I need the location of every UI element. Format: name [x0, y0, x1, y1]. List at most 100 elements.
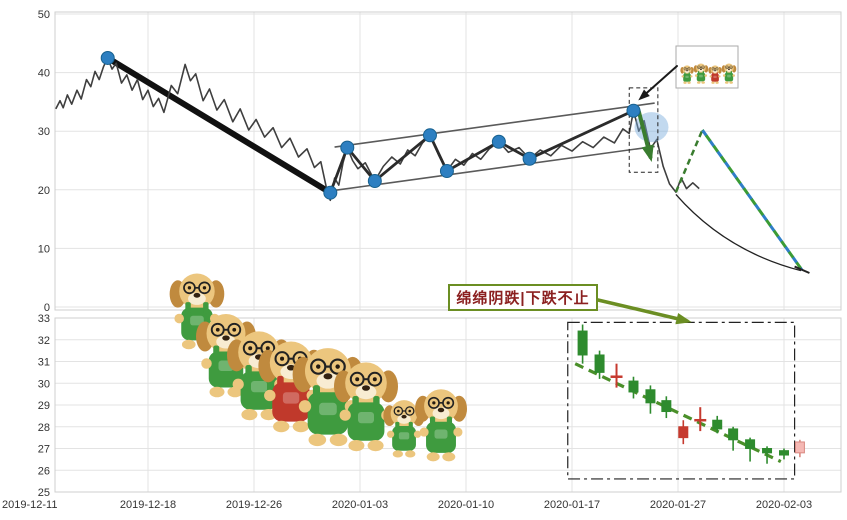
chart-graphic — [699, 74, 703, 78]
chart-graphic — [442, 396, 455, 409]
chart-graphic — [209, 386, 225, 398]
chart-graphic — [432, 401, 436, 405]
chart-graphic — [694, 74, 698, 77]
chart-graphic — [401, 414, 407, 419]
chart-graphic — [690, 75, 693, 78]
chart-graphic — [198, 281, 211, 295]
green-down-arrow — [636, 109, 654, 162]
bottom-plot-border — [54, 317, 842, 493]
chart-graphic — [714, 70, 716, 72]
channel-upper-line — [334, 102, 655, 148]
pivot-dot — [439, 164, 454, 179]
chart-graphic — [312, 385, 321, 400]
chart-graphic — [779, 450, 789, 456]
chart-graphic — [681, 75, 684, 78]
chart-graphic — [726, 66, 728, 68]
x-axis-tick-label: 2020-02-03 — [756, 499, 812, 511]
candlestick — [610, 363, 623, 388]
chart-graphic — [453, 427, 463, 437]
candlestick — [645, 385, 656, 414]
chart-graphic — [712, 68, 714, 70]
y-axis-tick-label: 10 — [38, 243, 50, 255]
chart-graphic — [245, 365, 252, 378]
y-axis-tick-label: 40 — [38, 68, 50, 80]
chart-graphic — [265, 346, 270, 351]
y-axis-tick-label: 30 — [38, 378, 50, 390]
chart-graphic — [292, 420, 310, 433]
chart-graphic — [367, 440, 384, 452]
chart-graphic — [398, 432, 410, 440]
chart-graphic — [215, 327, 220, 332]
chart-graphic — [446, 401, 450, 405]
chart-graphic — [358, 412, 374, 424]
chart-graphic — [684, 68, 686, 70]
chart-graphic — [696, 81, 701, 84]
candlestick — [794, 439, 805, 458]
chart-graphic — [446, 416, 453, 427]
chart-graphic — [728, 428, 739, 441]
chart-graphic — [727, 74, 731, 78]
candlestick — [745, 437, 756, 462]
x-axis-tick-label: 2019-12-11 — [2, 499, 57, 511]
chart-graphic — [716, 72, 718, 76]
channel-lower-line — [330, 145, 655, 192]
chart-graphic — [193, 292, 201, 298]
chart-graphic — [687, 67, 691, 71]
pivot-dot — [626, 103, 641, 118]
chart-graphic — [683, 81, 687, 84]
chart-graphic — [683, 67, 687, 71]
chart-graphic — [232, 327, 237, 332]
chart-graphic — [405, 450, 416, 458]
candlestick — [678, 420, 689, 445]
chart-graphic — [645, 389, 656, 404]
x-axis-tick-label: 2019-12-26 — [226, 499, 282, 511]
pivot-dot — [100, 50, 115, 65]
chart-graphic — [715, 81, 719, 84]
chart-graphic — [386, 430, 395, 438]
chart-graphic — [308, 433, 327, 447]
candlestick — [762, 446, 773, 464]
pivot-dot — [323, 185, 338, 200]
puppy-image — [708, 65, 722, 84]
chart-graphic — [686, 70, 688, 72]
callout-black-arrow — [638, 65, 678, 101]
chart-graphic — [697, 71, 700, 75]
puppy-image — [334, 362, 398, 452]
chart-graphic — [413, 430, 422, 438]
chart-graphic — [408, 409, 412, 413]
pivot-dot — [491, 134, 506, 149]
chart-graphic — [596, 298, 689, 323]
chart-graphic — [683, 73, 691, 82]
forecast-rise-line — [674, 129, 704, 193]
chart-graphic — [687, 81, 691, 84]
chart-graphic — [316, 364, 321, 369]
chart-graphic — [718, 75, 721, 78]
chart-graphic — [628, 380, 639, 393]
chart-graphic — [724, 81, 729, 84]
chart-graphic — [347, 402, 385, 441]
chart-graphic — [696, 72, 706, 82]
candlestick — [694, 407, 707, 432]
forecast-fall-line-green — [701, 129, 804, 271]
chart-graphic — [716, 68, 718, 70]
candlestick — [728, 426, 739, 451]
chart-graphic — [392, 450, 404, 458]
chart-graphic — [722, 74, 726, 77]
chart-graphic — [397, 414, 411, 424]
chart-graphic — [711, 73, 719, 82]
chart-graphic — [698, 68, 704, 72]
chart-graphic — [203, 302, 209, 314]
chart-graphic — [213, 345, 220, 358]
chart-graphic — [688, 68, 690, 70]
chart-graphic — [709, 75, 712, 78]
x-axis-tick-label: 2020-01-10 — [438, 499, 494, 511]
chart-graphic — [704, 74, 707, 77]
chart-graphic — [181, 339, 196, 350]
chart-graphic — [373, 396, 380, 409]
chart-graphic — [372, 377, 377, 382]
y-axis-tick-label: 29 — [38, 400, 50, 412]
downtrend-dashed-line — [574, 362, 782, 463]
chart-graphic — [426, 452, 440, 462]
y-axis-tick-label: 0 — [44, 302, 50, 314]
chart-graphic — [711, 67, 715, 71]
